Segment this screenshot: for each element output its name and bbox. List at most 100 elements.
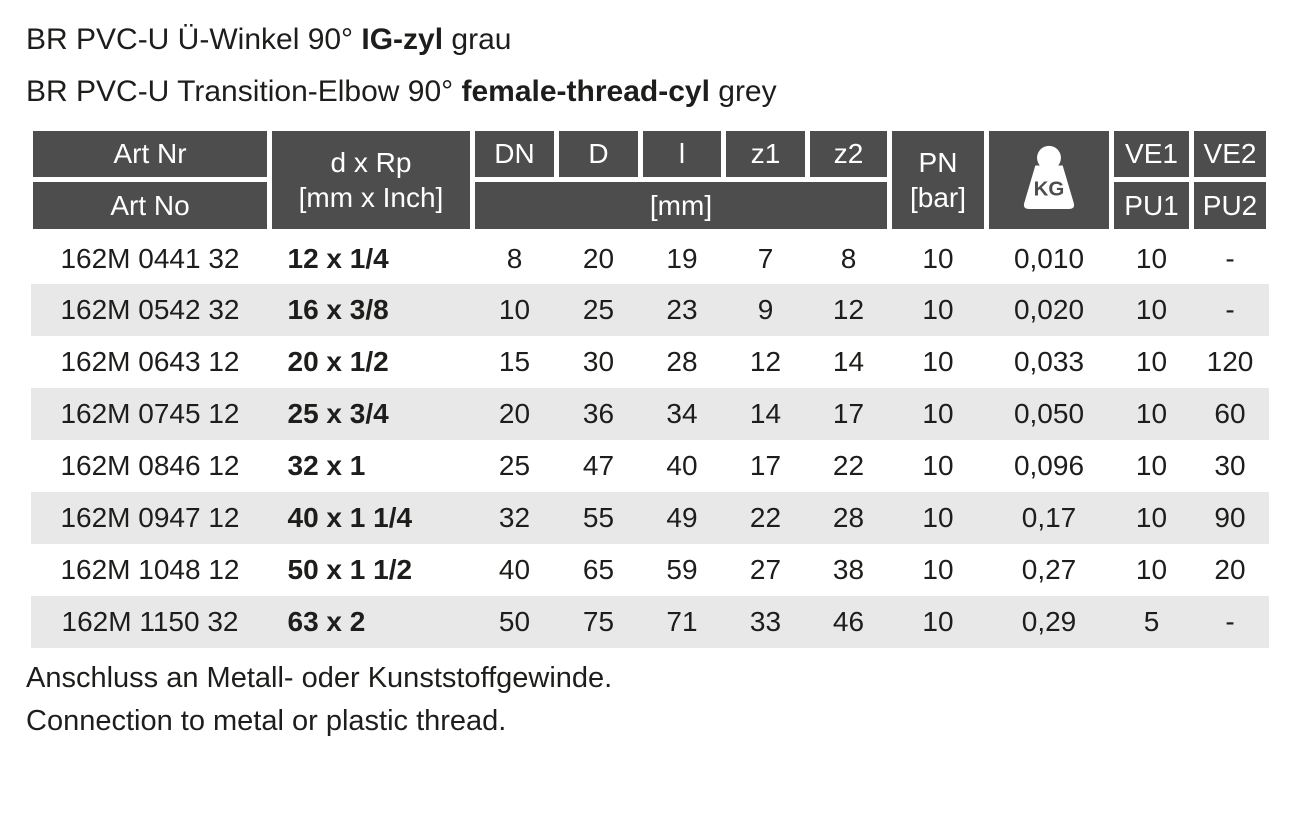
cell-l: 59 (666, 553, 698, 585)
header-dxrp-line1: d x Rp (330, 147, 412, 178)
cell-ve1: 10 (1135, 242, 1168, 274)
header-pu1: PU1 (1109, 177, 1194, 234)
cell-kg: 0,096 (1013, 449, 1085, 481)
cell-d: 75 (582, 605, 615, 637)
cell-dxrp: 32 x 1 (287, 449, 366, 481)
cell-z2: 12 (832, 293, 865, 325)
cell-z2: 38 (832, 553, 865, 585)
cell-z1: 14 (749, 397, 782, 429)
cell-z1: 22 (749, 501, 782, 533)
cell-dn: 40 (498, 553, 531, 585)
cell-ve1: 10 (1135, 293, 1168, 325)
header-art-no: Art No (28, 177, 272, 234)
cell-z2: 14 (832, 345, 865, 377)
cell-pn: 10 (922, 397, 954, 429)
cell-dn: 50 (498, 605, 531, 637)
cell-z1: 7 (757, 242, 774, 274)
footnote-en: Connection to metal or plastic thread. (26, 704, 507, 737)
cell-z1: 33 (749, 605, 782, 637)
cell-l: 19 (666, 242, 698, 274)
cell-l: 23 (666, 293, 698, 325)
header-pn-line1: PN (918, 147, 958, 178)
cell-kg: 0,010 (1013, 242, 1085, 274)
cell-dxrp: 50 x 1 1/2 (287, 553, 413, 585)
cell-d: 36 (582, 397, 615, 429)
cell-dn: 25 (498, 449, 531, 481)
cell-dn: 32 (498, 501, 531, 533)
cell-z2: 46 (832, 605, 865, 637)
title-de-prefix: BR PVC-U Ü-Winkel 90° (26, 23, 362, 56)
cell-d: 55 (582, 501, 615, 533)
table-header: Art Nr d x Rp [mm x Inch] DN D l z1 z2 P… (28, 126, 1271, 234)
cell-kg: 0,020 (1013, 293, 1085, 325)
cell-ve1: 10 (1135, 501, 1168, 533)
header-pu2: PU2 (1189, 177, 1271, 234)
cell-dxrp: 25 x 3/4 (287, 397, 389, 429)
header-pn: PN [bar] (887, 126, 989, 234)
cell-ve2: - (1225, 293, 1235, 325)
cell-art: 162M 0441 32 (60, 242, 240, 274)
cell-pn: 10 (922, 449, 954, 481)
svg-text:KG: KG (1034, 177, 1065, 200)
product-titles: BR PVC-U Ü-Winkel 90° IG-zyl grau BR PVC… (26, 14, 1289, 118)
cell-l: 71 (666, 605, 698, 637)
cell-art: 162M 0947 12 (60, 501, 240, 533)
cell-pn: 10 (922, 242, 954, 274)
title-en-bold: female-thread-cyl (461, 75, 710, 108)
cell-l: 28 (666, 345, 698, 377)
table-body: 162M 0441 32 12 x 1/4 8 20 19 7 8 10 0,010 10-162… (30, 232, 1269, 648)
cell-dn: 20 (498, 397, 531, 429)
cell-dn: 10 (498, 293, 531, 325)
table-row: 162M 0643 12 20 x 1/2 15 30 28 12 14 10 0,033 10 1… (31, 336, 1269, 388)
footnotes: Anschluss an Metall- oder Kunststoffgewi… (26, 657, 1289, 743)
cell-kg: 0,033 (1013, 345, 1085, 377)
cell-ve2: 90 (1214, 501, 1246, 533)
title-de-bold: IG-zyl (361, 23, 444, 56)
cell-art: 162M 1048 12 (60, 553, 240, 585)
cell-ve2: - (1225, 242, 1235, 274)
cell-pn: 10 (922, 293, 954, 325)
cell-ve1: 10 (1135, 449, 1168, 481)
cell-art: 162M 0846 12 (60, 449, 240, 481)
cell-dxrp: 40 x 1 1/4 (287, 501, 413, 533)
cell-z2: 8 (840, 242, 857, 274)
header-art-nr: Art Nr (28, 126, 272, 182)
cell-kg: 0,050 (1013, 397, 1085, 429)
cell-ve2: - (1225, 605, 1235, 637)
cell-ve1: 10 (1135, 345, 1168, 377)
table-row: 162M 1150 32 63 x 2 50 75 71 33 46 10 0,29 5 - (30, 595, 1269, 648)
cell-d: 65 (582, 553, 615, 585)
cell-ve1: 5 (1143, 605, 1160, 637)
cell-dxrp: 20 x 1/2 (287, 345, 389, 377)
header-z2: z2 (805, 126, 892, 182)
title-de-suffix: grau (443, 23, 512, 56)
header-pn-line2: [bar] (909, 182, 967, 213)
cell-art: 162M 0745 12 (60, 397, 240, 429)
cell-ve2: 60 (1214, 397, 1246, 429)
table-row: 162M 0745 12 25 x 3/4 20 36 34 14 17 10 0,050 10 6… (30, 387, 1269, 440)
title-en-prefix: BR PVC-U Transition-Elbow 90° (26, 75, 462, 108)
cell-art: 162M 1150 32 (61, 605, 239, 637)
table-row: 162M 0947 12 40 x 1 1/4 32 55 49 22 28 10 0,17 10… (30, 491, 1269, 544)
header-d: D (554, 126, 643, 182)
cell-dn: 8 (506, 242, 523, 274)
header-z1: z1 (721, 126, 810, 182)
cell-dxrp: 63 x 2 (287, 605, 366, 637)
header-dxrp: d x Rp [mm x Inch] (267, 126, 475, 234)
cell-kg: 0,27 (1021, 553, 1077, 585)
cell-art: 162M 0542 32 (60, 293, 240, 325)
cell-kg: 0,17 (1021, 501, 1077, 533)
header-dxrp-line2: [mm x Inch] (298, 182, 444, 213)
cell-z1: 17 (749, 449, 782, 481)
title-en-suffix: grey (709, 75, 777, 108)
header-mm-unit: [mm] (470, 177, 892, 234)
cell-ve1: 10 (1135, 397, 1168, 429)
page-title-de: BR PVC-U Ü-Winkel 90° IG-zyl grau (26, 14, 1289, 66)
cell-pn: 10 (922, 553, 954, 585)
header-l: l (638, 126, 726, 182)
header-weight: KG (984, 126, 1114, 234)
cell-z1: 9 (757, 293, 774, 325)
cell-ve2: 30 (1214, 449, 1246, 481)
table-row: 162M 0846 12 32 x 1 25 47 40 17 22 10 0,096 10 30 (31, 440, 1269, 492)
